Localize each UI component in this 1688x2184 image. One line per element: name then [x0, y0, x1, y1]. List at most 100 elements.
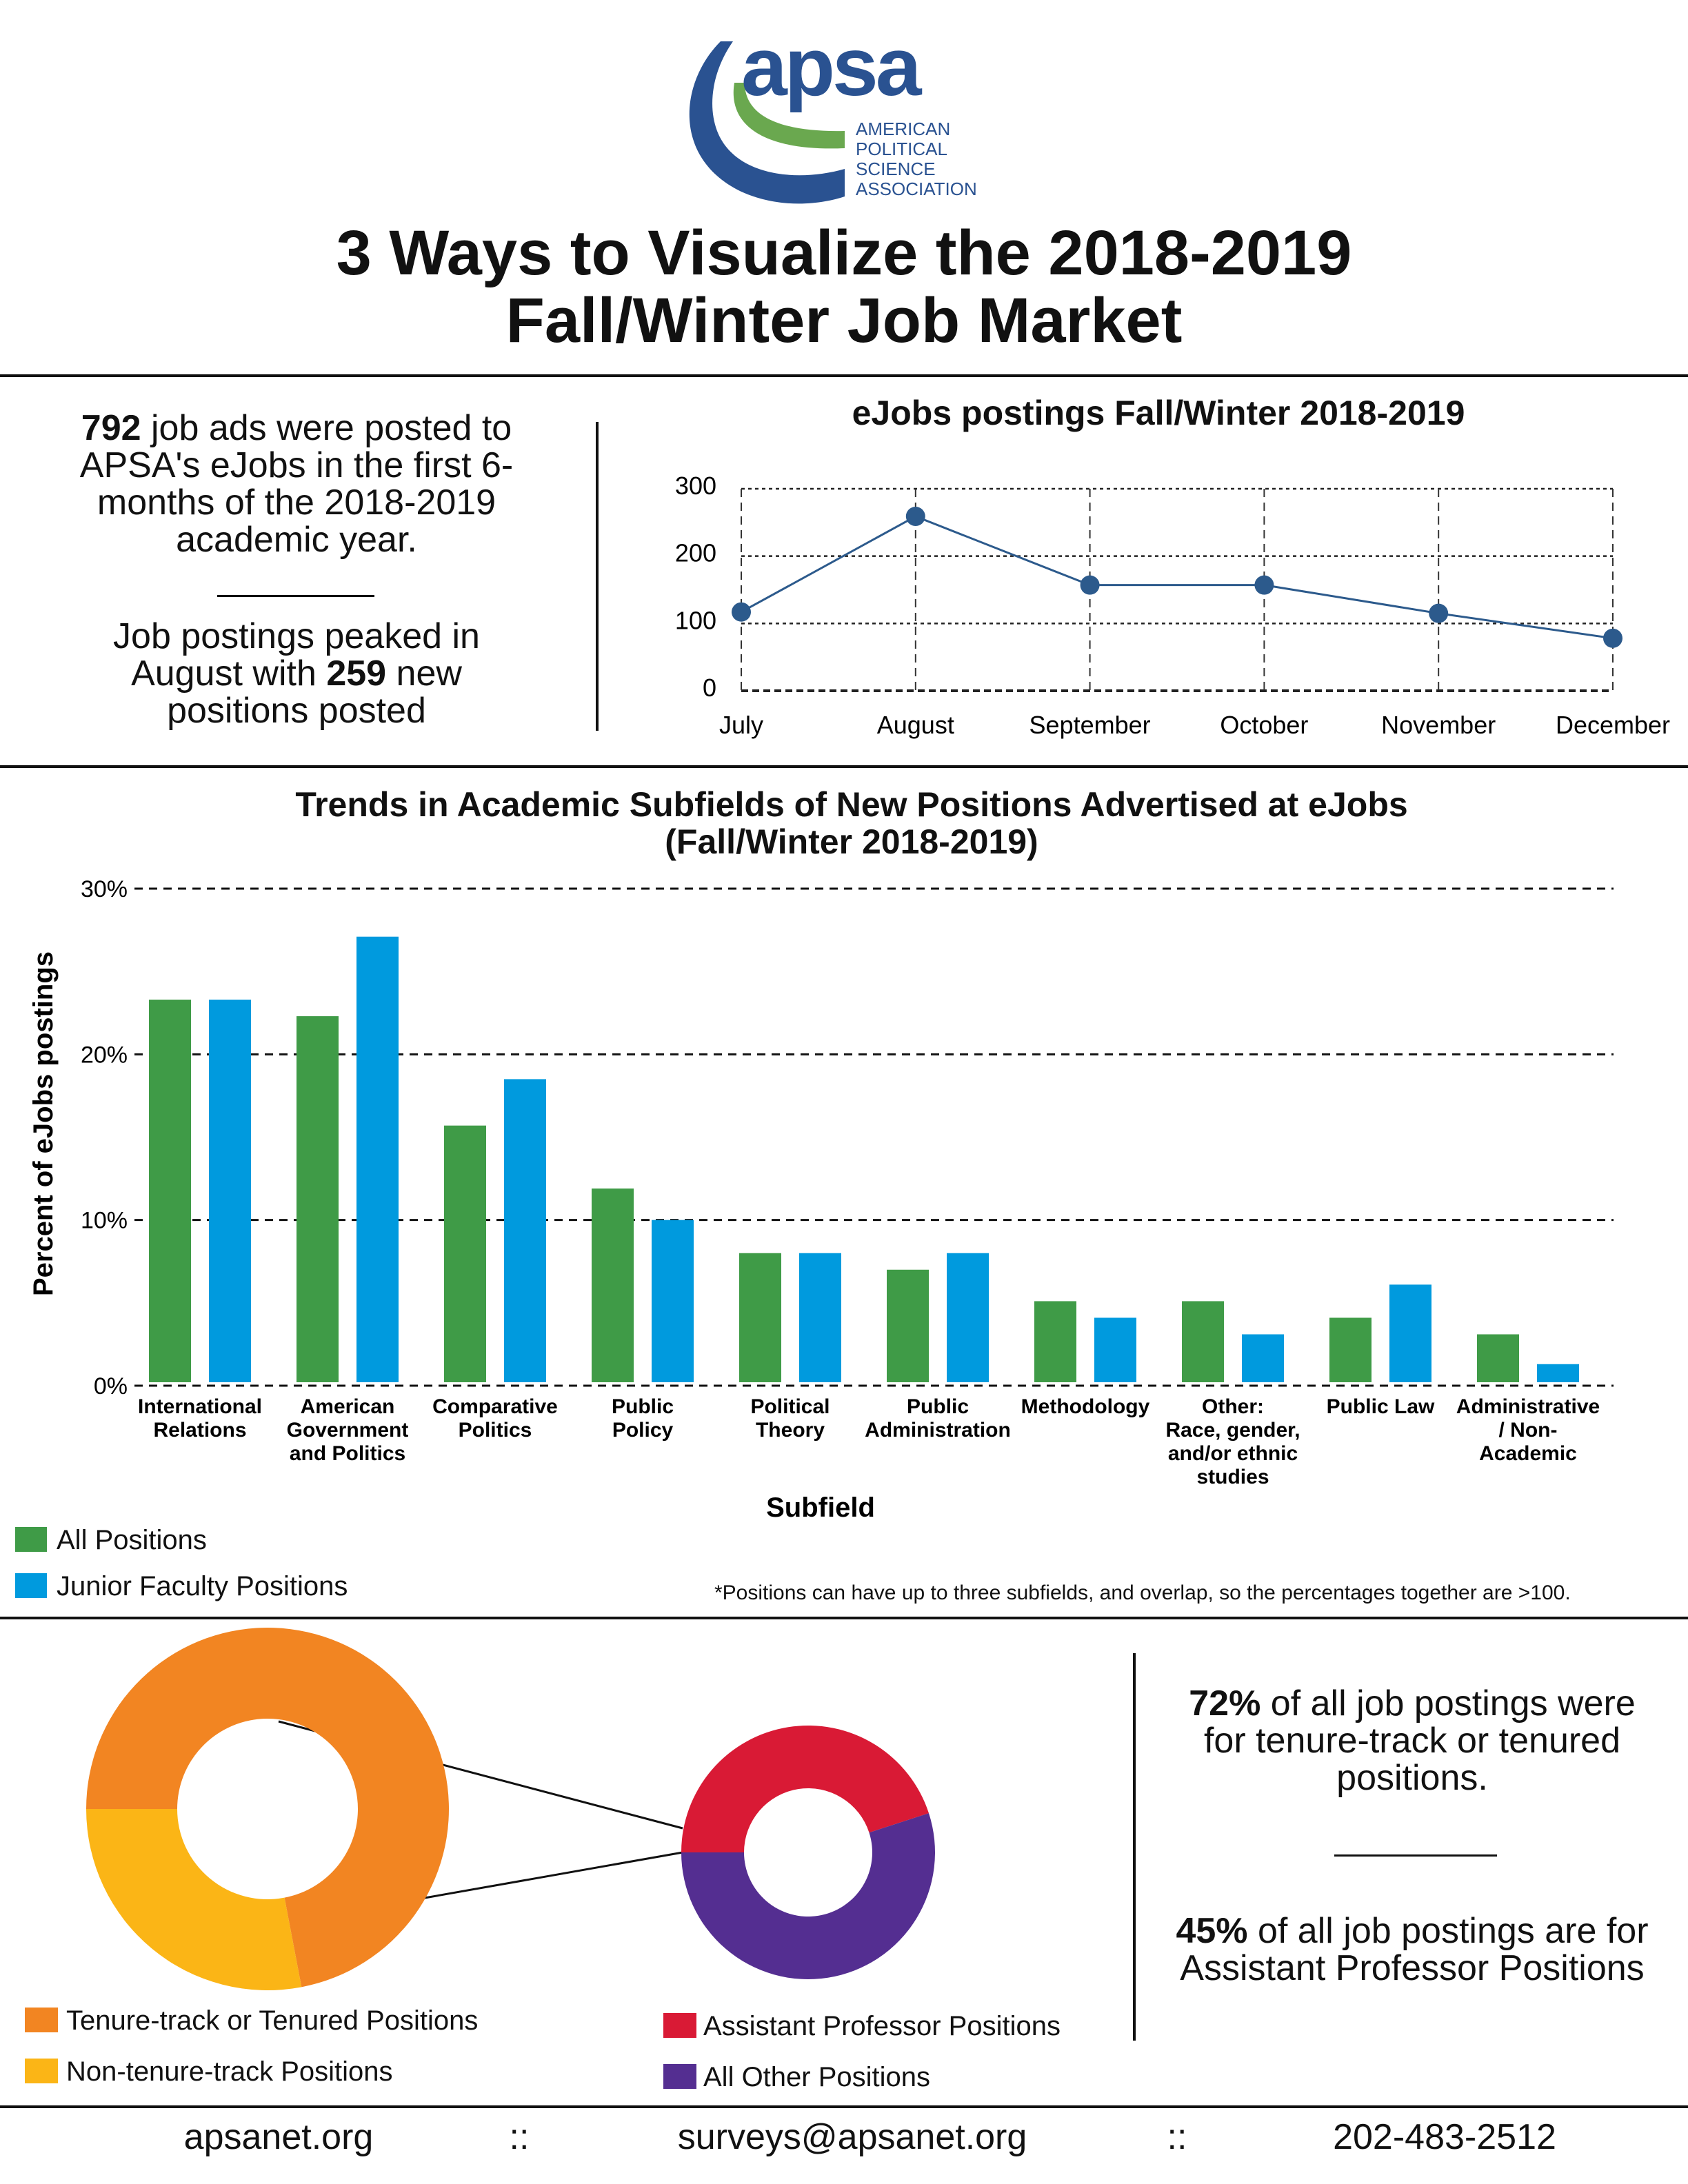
bar-all	[739, 1253, 781, 1382]
y-tick-label: 20%	[81, 1042, 128, 1068]
series-line	[741, 515, 1614, 640]
x-tick-label: August	[877, 711, 954, 739]
line-chart-title: eJobs postings Fall/Winter 2018-2019	[852, 394, 1465, 432]
x-tick-label: October	[1220, 711, 1308, 739]
bar-all	[1034, 1301, 1076, 1382]
y-tick-label: 30%	[81, 876, 128, 902]
connector-line	[424, 1851, 683, 1899]
legend-swatch-tenure	[25, 2008, 58, 2032]
bar-all	[887, 1269, 929, 1382]
donut-slice	[681, 1726, 929, 1852]
legend-label-assistant: Assistant Professor Positions	[703, 2011, 1061, 2041]
x-tick-label: September	[1029, 711, 1151, 739]
bar-all	[1329, 1317, 1372, 1382]
x-tick-label: International Relations	[138, 1395, 262, 1442]
donut-slice	[681, 1813, 935, 1979]
data-point	[732, 602, 751, 622]
divider	[217, 595, 374, 597]
legend-swatch-assistant	[663, 2013, 696, 2038]
apsa-logo: apsa AMERICAN POLITICAL SCIENCE ASSOCIAT…	[689, 28, 977, 204]
bar-chart-title: Trends in Academic Subfields of New Posi…	[295, 785, 1408, 861]
bar-chart: 0% 10% 20% 30% International Relations America…	[28, 876, 1614, 1523]
website-link[interactable]: apsanet.org	[183, 2117, 374, 2157]
bar-junior	[1094, 1317, 1136, 1382]
divider	[0, 374, 1688, 377]
peak-count: 259	[326, 654, 387, 694]
summary-assistant-text: of all job postings are for Assistant Pr…	[1180, 1911, 1649, 1988]
bar-junior	[1537, 1364, 1579, 1382]
bar-junior	[1389, 1284, 1431, 1382]
email-link[interactable]: surveys@apsanet.org	[677, 2117, 1027, 2157]
y-tick-label: 0%	[94, 1373, 128, 1399]
data-point	[1603, 628, 1622, 648]
summary-total-text: job ads were posted to APSA's eJobs in t…	[79, 408, 514, 560]
legend-swatch-all	[15, 1527, 47, 1552]
x-tick-label: Administrative / Non-Academic	[1456, 1395, 1600, 1465]
x-tick-label: December	[1556, 711, 1670, 739]
legend-label-other: All Other Positions	[703, 2062, 931, 2092]
title-line-1: 3 Ways to Visualize the 2018-2019	[336, 218, 1352, 288]
separator: ::	[1167, 2117, 1187, 2157]
bar-all	[1182, 1301, 1224, 1382]
y-tick-label: 10%	[81, 1208, 128, 1234]
summary-total: 792 job ads were posted to APSA's eJobs …	[41, 410, 552, 558]
y-tick-label: 0	[703, 674, 716, 702]
y-tick-label: 100	[675, 606, 716, 634]
bar-junior	[209, 1000, 251, 1382]
bar-junior	[504, 1079, 546, 1382]
x-tick-label: American Government and Politics	[287, 1395, 409, 1465]
bar-all	[592, 1189, 634, 1382]
total-count: 792	[81, 408, 141, 448]
svg-text:AMERICAN: AMERICAN	[856, 119, 950, 139]
bar-junior	[799, 1253, 841, 1382]
data-point	[905, 507, 925, 527]
legend-label-all: All Positions	[57, 1525, 207, 1555]
bar-junior	[1242, 1334, 1284, 1382]
donut-slice	[86, 1628, 449, 1988]
summary-tenure-text: of all job postings were for tenure-trac…	[1203, 1684, 1636, 1798]
legend-label-nontenure: Non-tenure-track Positions	[66, 2056, 393, 2087]
x-tick-label: November	[1381, 711, 1496, 739]
data-point	[1080, 575, 1100, 595]
page-title: 3 Ways to Visualize the 2018-2019 Fall/W…	[0, 219, 1688, 354]
line-chart: 0 100 200 300 July August September October Nove…	[675, 472, 1670, 739]
phone-number: 202-483-2512	[1333, 2117, 1556, 2157]
divider	[1133, 1653, 1136, 2041]
bar-all	[297, 1016, 339, 1382]
bar-junior	[947, 1253, 989, 1382]
bar-all	[1477, 1334, 1519, 1382]
x-tick-label: Public Law	[1327, 1395, 1435, 1418]
svg-text:SCIENCE: SCIENCE	[856, 159, 936, 179]
divider	[0, 1617, 1688, 1619]
divider	[0, 765, 1688, 768]
summary-assistant: 45% of all job postings are for Assistan…	[1165, 1912, 1659, 1987]
assistant-percent: 45%	[1176, 1911, 1248, 1951]
bar-all	[444, 1125, 486, 1382]
footnote: *Positions can have up to three subfield…	[714, 1581, 1571, 1604]
svg-text:POLITICAL: POLITICAL	[856, 139, 947, 159]
donut-charts	[86, 1628, 935, 1990]
legend-swatch-nontenure	[25, 2059, 58, 2083]
donut-slice	[86, 1809, 302, 1990]
legend-label-junior: Junior Faculty Positions	[57, 1571, 348, 1601]
data-point	[1429, 603, 1449, 623]
x-tick-label: Methodology	[1021, 1395, 1150, 1418]
x-tick-label: Other: Race, gender, and/or ethnic studies	[1165, 1395, 1300, 1488]
summary-peak: Job postings peaked in August with 259 n…	[69, 618, 524, 729]
legend-swatch-junior	[15, 1573, 47, 1598]
summary-peak-text-end: new positions posted	[167, 654, 462, 731]
data-point	[1254, 575, 1274, 595]
y-axis-label: Percent of eJobs postings	[28, 951, 59, 1296]
y-tick-label: 300	[675, 472, 716, 500]
legend-swatch-other	[663, 2064, 696, 2089]
svg-text:apsa: apsa	[741, 28, 923, 113]
svg-text:ASSOCIATION: ASSOCIATION	[856, 179, 977, 199]
title-line-2: Fall/Winter Job Market	[505, 285, 1183, 356]
x-tick-label: Public Policy	[612, 1395, 674, 1442]
bar-junior	[652, 1220, 694, 1382]
separator: ::	[509, 2117, 530, 2157]
bar-all	[149, 1000, 191, 1382]
x-axis-label: Subfield	[766, 1493, 875, 1523]
x-tick-label: July	[719, 711, 763, 739]
x-tick-label: Political Theory	[750, 1395, 830, 1442]
